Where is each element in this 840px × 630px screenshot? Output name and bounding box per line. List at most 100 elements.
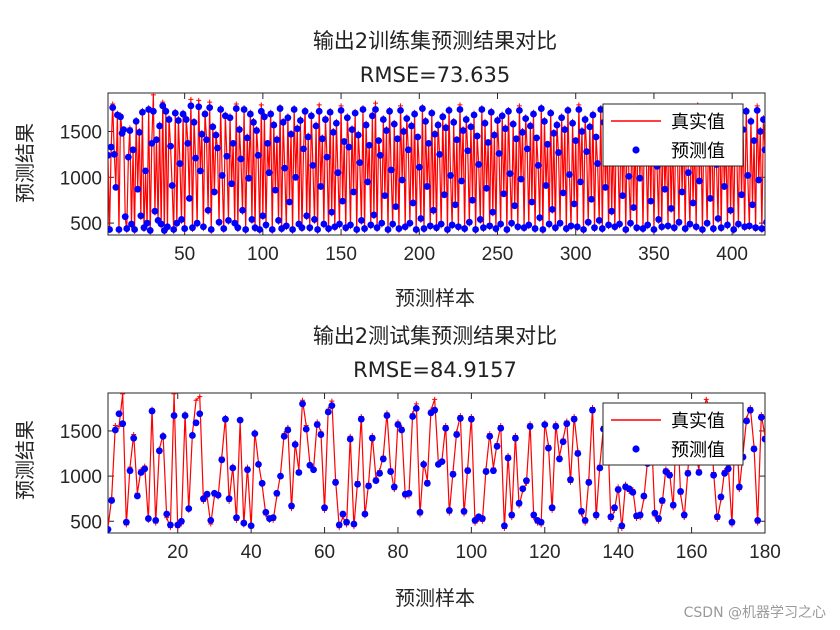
test-pred-point bbox=[346, 435, 354, 443]
train-pred-point bbox=[661, 185, 669, 193]
train-pred-point bbox=[547, 109, 555, 117]
train-true-point bbox=[769, 110, 774, 115]
train-pred-point bbox=[580, 226, 587, 233]
train-pred-point bbox=[234, 224, 242, 232]
train-pred-point bbox=[303, 212, 311, 220]
test-pred-point bbox=[486, 432, 494, 440]
train-pred-point bbox=[110, 150, 118, 158]
train-pred-point bbox=[135, 128, 143, 136]
train-pred-point bbox=[523, 145, 531, 153]
test-pred-point bbox=[515, 499, 523, 507]
train-pred-point bbox=[270, 121, 278, 129]
train-x-tick-label: 300 bbox=[560, 244, 592, 265]
test-x-tick-label: 180 bbox=[749, 542, 781, 563]
train-x-tick-label: 150 bbox=[325, 244, 357, 265]
train-pred-point bbox=[200, 223, 207, 231]
train-pred-point bbox=[453, 136, 461, 144]
test-pred-point bbox=[497, 424, 505, 432]
train-pred-point bbox=[370, 211, 378, 219]
train-pred-point bbox=[223, 152, 231, 160]
train-pred-point bbox=[747, 118, 755, 125]
train-true-point bbox=[766, 122, 771, 127]
train-pred-point bbox=[695, 177, 703, 185]
test-pred-point bbox=[420, 460, 428, 468]
train-pred-point bbox=[203, 136, 210, 144]
test-pred-point bbox=[122, 518, 130, 526]
test-series-layer bbox=[108, 393, 771, 533]
test-pred-point bbox=[589, 406, 596, 414]
train-pred-point bbox=[589, 111, 597, 119]
train-pred-point bbox=[486, 222, 494, 230]
test-pred-point bbox=[306, 461, 314, 469]
train-pred-point bbox=[343, 114, 351, 122]
test-pred-point bbox=[144, 515, 152, 522]
train-pred-point bbox=[630, 204, 637, 211]
train-pred-point bbox=[799, 124, 806, 131]
train-pred-point bbox=[724, 221, 731, 229]
test-pred-point bbox=[743, 417, 751, 425]
train-pred-point bbox=[473, 132, 481, 140]
test-pred-point bbox=[387, 468, 395, 475]
test-pred-point bbox=[614, 486, 622, 494]
train-pred-point bbox=[284, 114, 292, 122]
train-pred-point bbox=[228, 180, 235, 188]
test-true-point bbox=[197, 394, 203, 400]
train-pred-point bbox=[605, 221, 612, 229]
train-pred-point bbox=[212, 131, 220, 139]
train-pred-point bbox=[178, 216, 185, 223]
test-pred-point bbox=[119, 420, 127, 428]
train-pred-point bbox=[345, 143, 353, 151]
train-pred-point bbox=[187, 102, 195, 110]
test-pred-point bbox=[757, 413, 765, 421]
train-pred-point bbox=[650, 226, 658, 233]
train-pred-point bbox=[364, 178, 372, 186]
train-true-point bbox=[786, 109, 791, 114]
train-pred-point bbox=[779, 117, 786, 124]
train-true-point bbox=[791, 227, 796, 232]
train-pred-point bbox=[123, 225, 131, 232]
train-pred-point bbox=[408, 122, 415, 130]
train-pred-point bbox=[542, 182, 550, 189]
train-pred-point bbox=[142, 167, 149, 175]
train-pred-point bbox=[727, 206, 734, 214]
test-true-point bbox=[193, 397, 199, 403]
train-y-axis-label: 预测结果 bbox=[13, 123, 37, 203]
test-pred-point bbox=[262, 508, 270, 516]
train-pred-point bbox=[422, 118, 429, 125]
train-pred-point bbox=[462, 116, 470, 123]
test-pred-point bbox=[244, 466, 251, 474]
test-pred-point bbox=[416, 508, 424, 516]
test-true-point bbox=[766, 395, 771, 400]
test-pred-point bbox=[335, 521, 343, 529]
train-pred-point bbox=[367, 221, 375, 229]
train-pred-point bbox=[575, 106, 583, 113]
train-pred-point bbox=[616, 220, 623, 228]
train-pred-point bbox=[201, 110, 209, 118]
train-subplot: 输出2训练集预测结果对比 RMSE=73.635 预测样本 预测结果 50 100… bbox=[13, 29, 826, 310]
test-pred-point bbox=[559, 438, 567, 446]
train-x-tick-label: 350 bbox=[638, 244, 670, 265]
test-pred-point bbox=[750, 445, 758, 453]
train-pred-point bbox=[459, 127, 467, 134]
train-pred-point bbox=[597, 106, 605, 113]
test-legend-true-label: 真实值 bbox=[671, 411, 725, 432]
train-pred-point bbox=[492, 225, 500, 232]
train-pred-point bbox=[756, 128, 764, 135]
test-pred-point bbox=[467, 415, 475, 423]
train-pred-point bbox=[776, 105, 783, 112]
train-pred-point bbox=[243, 134, 251, 142]
train-pred-point bbox=[819, 119, 826, 126]
test-pred-point bbox=[721, 469, 729, 477]
train-pred-point bbox=[536, 214, 544, 221]
train-pred-point bbox=[573, 223, 581, 231]
train-pred-point bbox=[434, 121, 442, 129]
train-pred-point bbox=[766, 199, 773, 206]
test-true-point bbox=[432, 396, 438, 402]
train-pred-point bbox=[753, 107, 761, 114]
test-pred-point bbox=[695, 469, 703, 476]
train-true-point bbox=[792, 121, 797, 126]
train-pred-point bbox=[566, 171, 573, 178]
train-pred-point bbox=[309, 161, 317, 169]
train-pred-point bbox=[794, 220, 801, 227]
test-pred-point bbox=[310, 466, 317, 474]
